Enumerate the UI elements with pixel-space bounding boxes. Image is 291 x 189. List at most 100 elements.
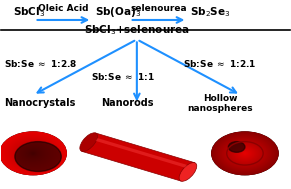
- Circle shape: [2, 133, 65, 174]
- Circle shape: [23, 147, 43, 160]
- Circle shape: [30, 151, 36, 156]
- Circle shape: [8, 137, 58, 169]
- Circle shape: [244, 153, 246, 154]
- Circle shape: [28, 150, 38, 156]
- Circle shape: [219, 136, 272, 170]
- Circle shape: [15, 142, 51, 165]
- Circle shape: [7, 136, 60, 170]
- Circle shape: [231, 144, 259, 162]
- Circle shape: [213, 133, 277, 174]
- Text: Oleic Acid: Oleic Acid: [38, 4, 88, 13]
- Circle shape: [239, 149, 251, 157]
- Circle shape: [17, 143, 49, 164]
- Circle shape: [227, 142, 263, 165]
- Text: Sb(Oa)$_3$: Sb(Oa)$_3$: [95, 5, 141, 19]
- Text: Hollow
nanospheres: Hollow nanospheres: [187, 94, 253, 113]
- Circle shape: [225, 141, 265, 166]
- Circle shape: [16, 142, 50, 164]
- Circle shape: [242, 151, 248, 156]
- Circle shape: [12, 139, 55, 167]
- Circle shape: [18, 143, 49, 163]
- Circle shape: [25, 148, 41, 158]
- Circle shape: [222, 138, 268, 168]
- Text: SbCl$_3$: SbCl$_3$: [13, 5, 45, 19]
- Text: Nanocrystals: Nanocrystals: [4, 98, 76, 108]
- Circle shape: [14, 141, 52, 166]
- Circle shape: [212, 132, 278, 175]
- Circle shape: [29, 151, 37, 156]
- Circle shape: [232, 145, 258, 161]
- Circle shape: [224, 140, 266, 167]
- Circle shape: [13, 140, 54, 167]
- Circle shape: [223, 139, 267, 167]
- Circle shape: [235, 147, 255, 160]
- Circle shape: [9, 138, 57, 169]
- Circle shape: [241, 151, 249, 156]
- Circle shape: [219, 137, 271, 170]
- Circle shape: [238, 149, 251, 158]
- Circle shape: [20, 145, 46, 162]
- Circle shape: [33, 153, 34, 154]
- Circle shape: [9, 138, 57, 169]
- Circle shape: [214, 134, 275, 173]
- Circle shape: [26, 149, 40, 158]
- Circle shape: [20, 145, 46, 162]
- Circle shape: [1, 132, 66, 174]
- Circle shape: [27, 149, 39, 157]
- Circle shape: [234, 146, 256, 161]
- Circle shape: [19, 144, 47, 163]
- Circle shape: [24, 147, 42, 159]
- Circle shape: [229, 143, 261, 163]
- Circle shape: [31, 152, 35, 155]
- Circle shape: [1, 133, 65, 174]
- Circle shape: [25, 148, 41, 159]
- Circle shape: [244, 153, 246, 154]
- Circle shape: [239, 150, 250, 157]
- Circle shape: [228, 143, 262, 164]
- Circle shape: [220, 138, 269, 169]
- Circle shape: [3, 134, 63, 173]
- Circle shape: [14, 141, 52, 165]
- Circle shape: [215, 134, 275, 173]
- Circle shape: [6, 136, 60, 171]
- Circle shape: [217, 135, 274, 172]
- Circle shape: [230, 144, 260, 163]
- Circle shape: [3, 134, 63, 173]
- Circle shape: [17, 143, 50, 164]
- Circle shape: [212, 132, 278, 175]
- Circle shape: [228, 142, 262, 164]
- Circle shape: [240, 150, 250, 156]
- Circle shape: [242, 152, 248, 155]
- Circle shape: [226, 141, 263, 165]
- Text: Sb:Se $\approx$ 1:2.1: Sb:Se $\approx$ 1:2.1: [183, 58, 257, 69]
- Circle shape: [19, 144, 47, 162]
- Circle shape: [0, 132, 66, 175]
- Circle shape: [222, 139, 267, 168]
- Circle shape: [22, 146, 45, 161]
- Circle shape: [237, 148, 253, 158]
- Circle shape: [30, 152, 36, 155]
- Circle shape: [15, 142, 61, 171]
- Circle shape: [0, 132, 66, 175]
- Polygon shape: [82, 133, 195, 181]
- Circle shape: [243, 152, 247, 155]
- Circle shape: [212, 132, 277, 174]
- Circle shape: [217, 136, 273, 171]
- Circle shape: [22, 146, 44, 160]
- Circle shape: [236, 148, 253, 159]
- Circle shape: [28, 150, 39, 157]
- Circle shape: [228, 142, 245, 152]
- Circle shape: [221, 138, 269, 169]
- Text: Nanorods: Nanorods: [101, 98, 153, 108]
- Circle shape: [32, 153, 34, 154]
- Text: selenourea: selenourea: [130, 4, 187, 13]
- Circle shape: [5, 135, 61, 171]
- Polygon shape: [96, 138, 187, 168]
- Circle shape: [214, 133, 276, 173]
- Ellipse shape: [179, 163, 197, 181]
- Circle shape: [10, 139, 56, 168]
- Circle shape: [4, 135, 62, 172]
- Circle shape: [18, 144, 48, 163]
- Circle shape: [29, 150, 38, 156]
- Circle shape: [31, 152, 35, 154]
